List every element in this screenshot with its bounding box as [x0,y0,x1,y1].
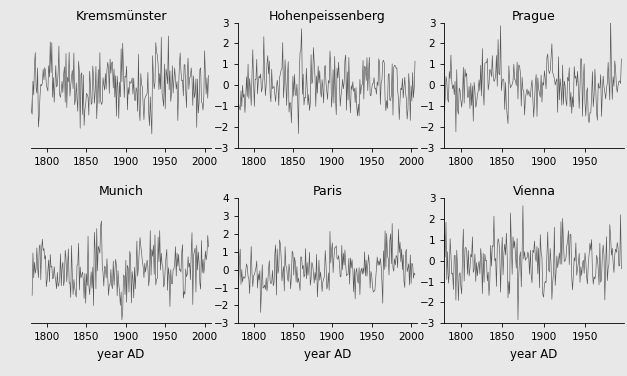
Title: Munich: Munich [98,185,144,198]
X-axis label: year AD: year AD [304,348,351,361]
X-axis label: year AD: year AD [97,348,145,361]
Title: Vienna: Vienna [513,185,556,198]
Title: Prague: Prague [512,9,556,23]
X-axis label: year AD: year AD [510,348,558,361]
Title: Kremsmünster: Kremsmünster [75,9,167,23]
Title: Paris: Paris [313,185,342,198]
Title: Hohenpeissenberg: Hohenpeissenberg [269,9,386,23]
